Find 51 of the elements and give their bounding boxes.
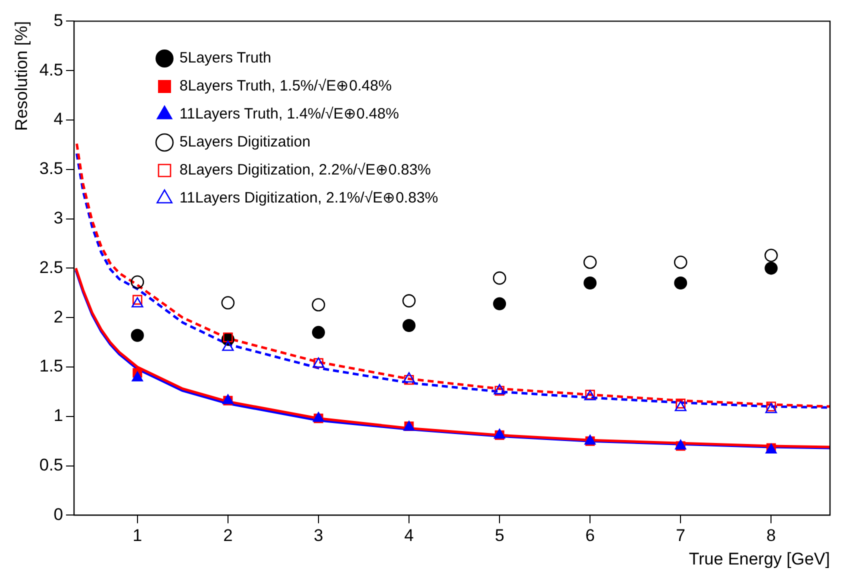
point xyxy=(492,271,506,285)
y-tick-label: 4.5 xyxy=(39,60,64,80)
point xyxy=(132,297,144,308)
point xyxy=(493,297,506,310)
y-tick-label: 0 xyxy=(54,504,64,524)
legend-label: 11Layers Truth, 1.4%/√E⊕0.48% xyxy=(180,106,399,123)
point xyxy=(312,326,325,339)
point xyxy=(223,332,233,342)
point xyxy=(764,248,778,262)
y-axis-title: Resolution [%] xyxy=(12,21,31,131)
point xyxy=(402,294,416,308)
legend-label: 11Layers Digitization, 2.1%/√E⊕0.83% xyxy=(180,190,438,207)
point xyxy=(674,256,688,269)
x-tick-label: 1 xyxy=(132,526,142,546)
y-tick-label: 1.5 xyxy=(39,356,64,376)
point xyxy=(584,276,597,290)
y-tick-label: 1 xyxy=(54,406,64,426)
point xyxy=(222,340,234,351)
x-tick-label: 7 xyxy=(676,526,686,546)
y-tick-label: 2.5 xyxy=(39,258,64,277)
point xyxy=(403,372,415,383)
legend-label: 5Layers Digitization xyxy=(180,134,310,151)
x-tick-label: 6 xyxy=(585,526,595,546)
y-tick-label: 0.5 xyxy=(39,455,64,474)
point xyxy=(312,298,326,312)
point xyxy=(221,296,235,310)
point xyxy=(130,328,144,342)
y-tick-label: 5 xyxy=(54,10,64,30)
legend-label: 8Layers Truth, 1.5%/√E⊕0.48% xyxy=(180,78,392,95)
point xyxy=(130,275,144,289)
x-tick-label: 3 xyxy=(314,526,324,546)
point xyxy=(402,319,416,332)
y-tick-label: 2 xyxy=(54,307,64,326)
x-tick-label: 8 xyxy=(766,526,776,546)
y-tick-label: 3.5 xyxy=(39,159,64,178)
x-tick-label: 2 xyxy=(223,526,233,546)
point xyxy=(764,262,778,275)
point xyxy=(676,398,686,408)
point xyxy=(404,374,414,385)
x-tick-label: 4 xyxy=(404,526,414,546)
legend-label: 5Layers Truth xyxy=(180,50,272,67)
point xyxy=(132,371,144,382)
point xyxy=(583,256,597,269)
point xyxy=(674,400,686,412)
x-tick-label: 5 xyxy=(494,526,504,546)
point xyxy=(674,276,688,290)
x-axis-title: True Energy [GeV] xyxy=(688,549,830,568)
y-tick-label: 4 xyxy=(54,110,64,129)
legend-label: 8Layers Digitization, 2.2%/√E⊕0.83% xyxy=(180,162,431,179)
point xyxy=(132,294,142,305)
y-tick-label: 3 xyxy=(54,208,64,228)
